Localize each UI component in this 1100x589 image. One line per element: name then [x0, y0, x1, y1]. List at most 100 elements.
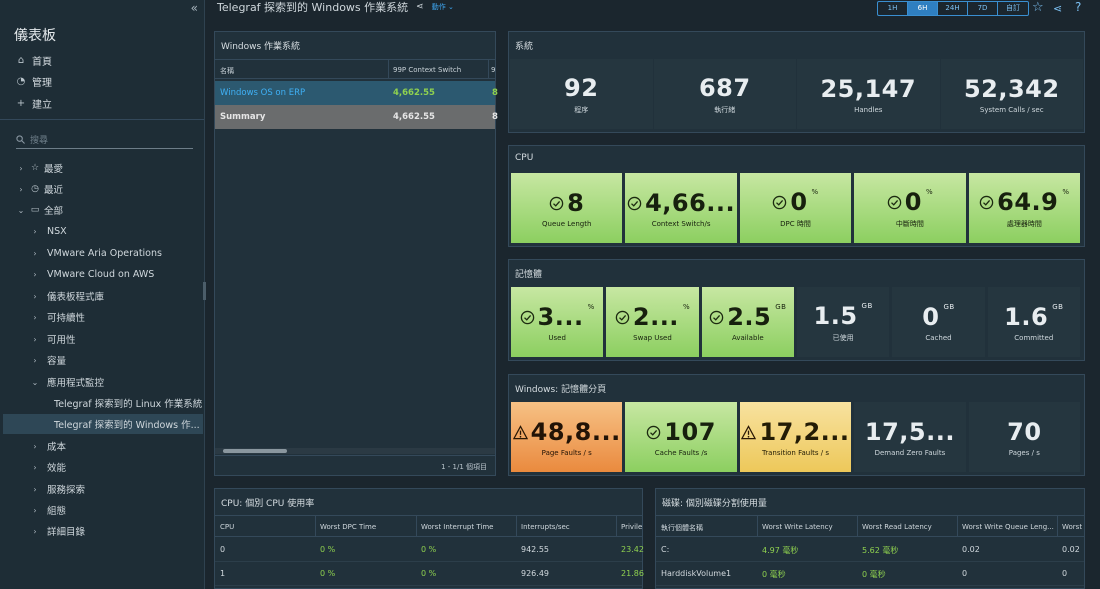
star-icon[interactable]: ☆ — [1032, 0, 1044, 15]
column-header-truncated[interactable]: 9 — [491, 66, 496, 74]
folder-icon[interactable]: ▭ — [30, 205, 40, 215]
chevron-right-icon[interactable]: › — [33, 334, 37, 344]
kpi-value[interactable]: 64.9% — [979, 188, 1069, 216]
kpi-value[interactable]: 17,2... — [741, 418, 849, 446]
kpi-unit[interactable]: GB — [1052, 302, 1064, 311]
tree-item[interactable]: ⌄ ▭ 全部 — [0, 200, 204, 220]
tree-item[interactable]: › VMware Aria Operations — [0, 243, 204, 263]
kpi-label[interactable]: Context Switch/s — [651, 219, 711, 228]
clock-icon[interactable]: ◷ — [31, 184, 39, 194]
table-row-selected[interactable]: Windows OS on ERP 4,662.55 8 — [215, 81, 498, 105]
kpi-number[interactable]: 2... — [632, 302, 679, 331]
kpi-unit[interactable]: % — [1062, 187, 1070, 196]
tree-item-label[interactable]: 儀表板程式庫 — [47, 292, 105, 303]
chevron-right-icon[interactable]: › — [19, 163, 23, 173]
table-cell[interactable]: 926.49 — [521, 569, 549, 578]
table-cell[interactable]: 0.02 — [962, 545, 980, 554]
table-cell[interactable]: 21.86 — [621, 569, 644, 578]
kpi-tile[interactable]: 52,342 System Calls / sec — [940, 59, 1083, 129]
kpi-number[interactable]: 2.5 — [727, 302, 772, 331]
column-header[interactable]: Interrupts/sec — [521, 523, 570, 531]
kpi-label[interactable]: 處理器時間 — [1006, 219, 1042, 228]
kpi-value[interactable]: 92 — [564, 74, 598, 102]
table-row[interactable]: HarddiskVolume1 0 毫秒 0 毫秒 0 0 — [656, 562, 1084, 586]
table-row[interactable]: 0 0 % 0 % 942.55 23.42 — [215, 538, 644, 562]
column-header[interactable]: Worst Write Latency — [762, 523, 833, 531]
table-cell[interactable]: 0 % — [320, 569, 336, 578]
chevron-right-icon[interactable]: › — [33, 441, 37, 451]
chevron-right-icon[interactable]: › — [33, 291, 37, 301]
tree-item[interactable]: › 效能 — [0, 457, 204, 477]
kpi-number[interactable]: 48,8... — [530, 417, 621, 446]
collapse-sidebar-icon[interactable]: « — [190, 1, 198, 15]
kpi-value[interactable]: 25,147 — [820, 75, 916, 103]
column-header-context-switch[interactable]: 99P Context Switch — [393, 66, 462, 74]
kpi-label[interactable]: Pages / s — [1008, 448, 1040, 457]
tree-item[interactable]: Telegraf 探索到的 Linux 作業系統 — [0, 393, 204, 413]
table-cell[interactable]: 0 — [220, 545, 226, 554]
kpi-label[interactable]: Transition Faults / s — [762, 448, 829, 457]
kpi-label[interactable]: System Calls / sec — [979, 105, 1044, 114]
kpi-number[interactable]: 70 — [1007, 417, 1042, 446]
kpi-tile[interactable]: 1.6 GB Committed — [987, 287, 1080, 357]
chevron-right-icon[interactable]: › — [19, 184, 23, 194]
kpi-tile[interactable]: 8 Queue Length — [511, 173, 623, 243]
kpi-number[interactable]: 25,147 — [820, 74, 917, 103]
chevron-right-icon[interactable]: › — [33, 526, 37, 536]
kpi-tile[interactable]: 0% 中斷時間 — [854, 173, 966, 243]
table-cell[interactable]: 0 — [1062, 569, 1068, 578]
table-cell[interactable]: 4.97 毫秒 — [762, 546, 799, 555]
share-icon[interactable]: ⋖ — [1053, 2, 1063, 15]
tree-item-label[interactable]: VMware Aria Operations — [47, 247, 162, 259]
kpi-value[interactable]: 70 — [1007, 418, 1041, 446]
tree-item[interactable]: › 容量 — [0, 350, 204, 370]
column-divider[interactable] — [616, 516, 617, 537]
tree-item[interactable]: › 儀表板程式庫 — [0, 286, 204, 306]
column-header[interactable]: Worst Write Queue Leng... — [962, 523, 1054, 531]
time-range-1h[interactable]: 1H — [878, 2, 908, 15]
table-row[interactable]: C: 4.97 毫秒 5.62 毫秒 0.02 0.02 — [656, 538, 1084, 562]
column-header[interactable]: 執行個體名稱 — [661, 524, 703, 532]
kpi-unit[interactable]: % — [587, 302, 595, 311]
table-header[interactable]: CPU Worst DPC Time Worst Interrupt Time Int… — [215, 515, 642, 537]
kpi-number[interactable]: 0 — [922, 302, 940, 331]
tree-item[interactable]: › 可持續性 — [0, 307, 204, 327]
help-icon[interactable]: ? — [1075, 0, 1082, 14]
kpi-tile[interactable]: 48,8... Page Faults / s — [511, 402, 623, 472]
kpi-tile[interactable]: 3...% Used — [511, 287, 604, 357]
kpi-unit[interactable]: GB — [775, 302, 787, 311]
tree-item-label[interactable]: 容量 — [47, 356, 67, 367]
kpi-tile[interactable]: 2.5 GB Available — [701, 287, 794, 357]
kpi-tile[interactable]: 0 GB Cached — [892, 287, 985, 357]
chevron-right-icon[interactable]: › — [33, 505, 37, 515]
chevron-right-icon[interactable]: › — [33, 462, 37, 472]
kpi-tile[interactable]: 2...% Swap Used — [606, 287, 699, 357]
kpi-value[interactable]: 2.5 GB — [709, 303, 786, 331]
time-range-6h[interactable]: 6H — [908, 2, 938, 15]
chevron-right-icon[interactable]: › — [33, 269, 37, 279]
scrollbar-thumb[interactable] — [223, 449, 287, 453]
tree-item-label[interactable]: 最近 — [44, 185, 64, 196]
kpi-number[interactable]: 0 — [790, 187, 808, 216]
kpi-tile[interactable]: 17,2... Transition Faults / s — [739, 402, 852, 472]
column-divider[interactable] — [757, 516, 758, 537]
kpi-tile[interactable]: 92 程序 — [510, 59, 653, 129]
tree-item[interactable]: Telegraf 探索到的 Windows 作... — [3, 414, 203, 434]
kpi-unit[interactable]: % — [682, 302, 691, 311]
kpi-tile[interactable]: 17,5... Demand Zero Faults — [854, 402, 966, 472]
tree-item[interactable]: › ◷ 最近 — [0, 179, 204, 199]
column-divider[interactable] — [1057, 516, 1058, 537]
kpi-label[interactable]: Demand Zero Faults — [874, 448, 946, 457]
tree-item-label[interactable]: 服務探索 — [47, 485, 86, 496]
table-cell[interactable]: 1 — [220, 569, 226, 578]
table-cell[interactable]: C: — [661, 545, 670, 554]
kpi-value[interactable]: 52,342 — [964, 75, 1060, 103]
nav-create[interactable]: + 建立 — [16, 96, 52, 111]
kpi-tile[interactable]: 1.5 GB 已使用 — [796, 287, 890, 357]
table-header[interactable]: 執行個體名稱 Worst Write Latency Worst Read Late… — [656, 515, 1084, 537]
column-divider[interactable] — [957, 516, 958, 537]
time-range-custom[interactable]: 自訂 — [1006, 4, 1020, 12]
tree-item[interactable]: › 組態 — [0, 500, 204, 520]
chevron-right-icon[interactable]: › — [33, 312, 37, 322]
column-divider[interactable] — [857, 516, 858, 537]
